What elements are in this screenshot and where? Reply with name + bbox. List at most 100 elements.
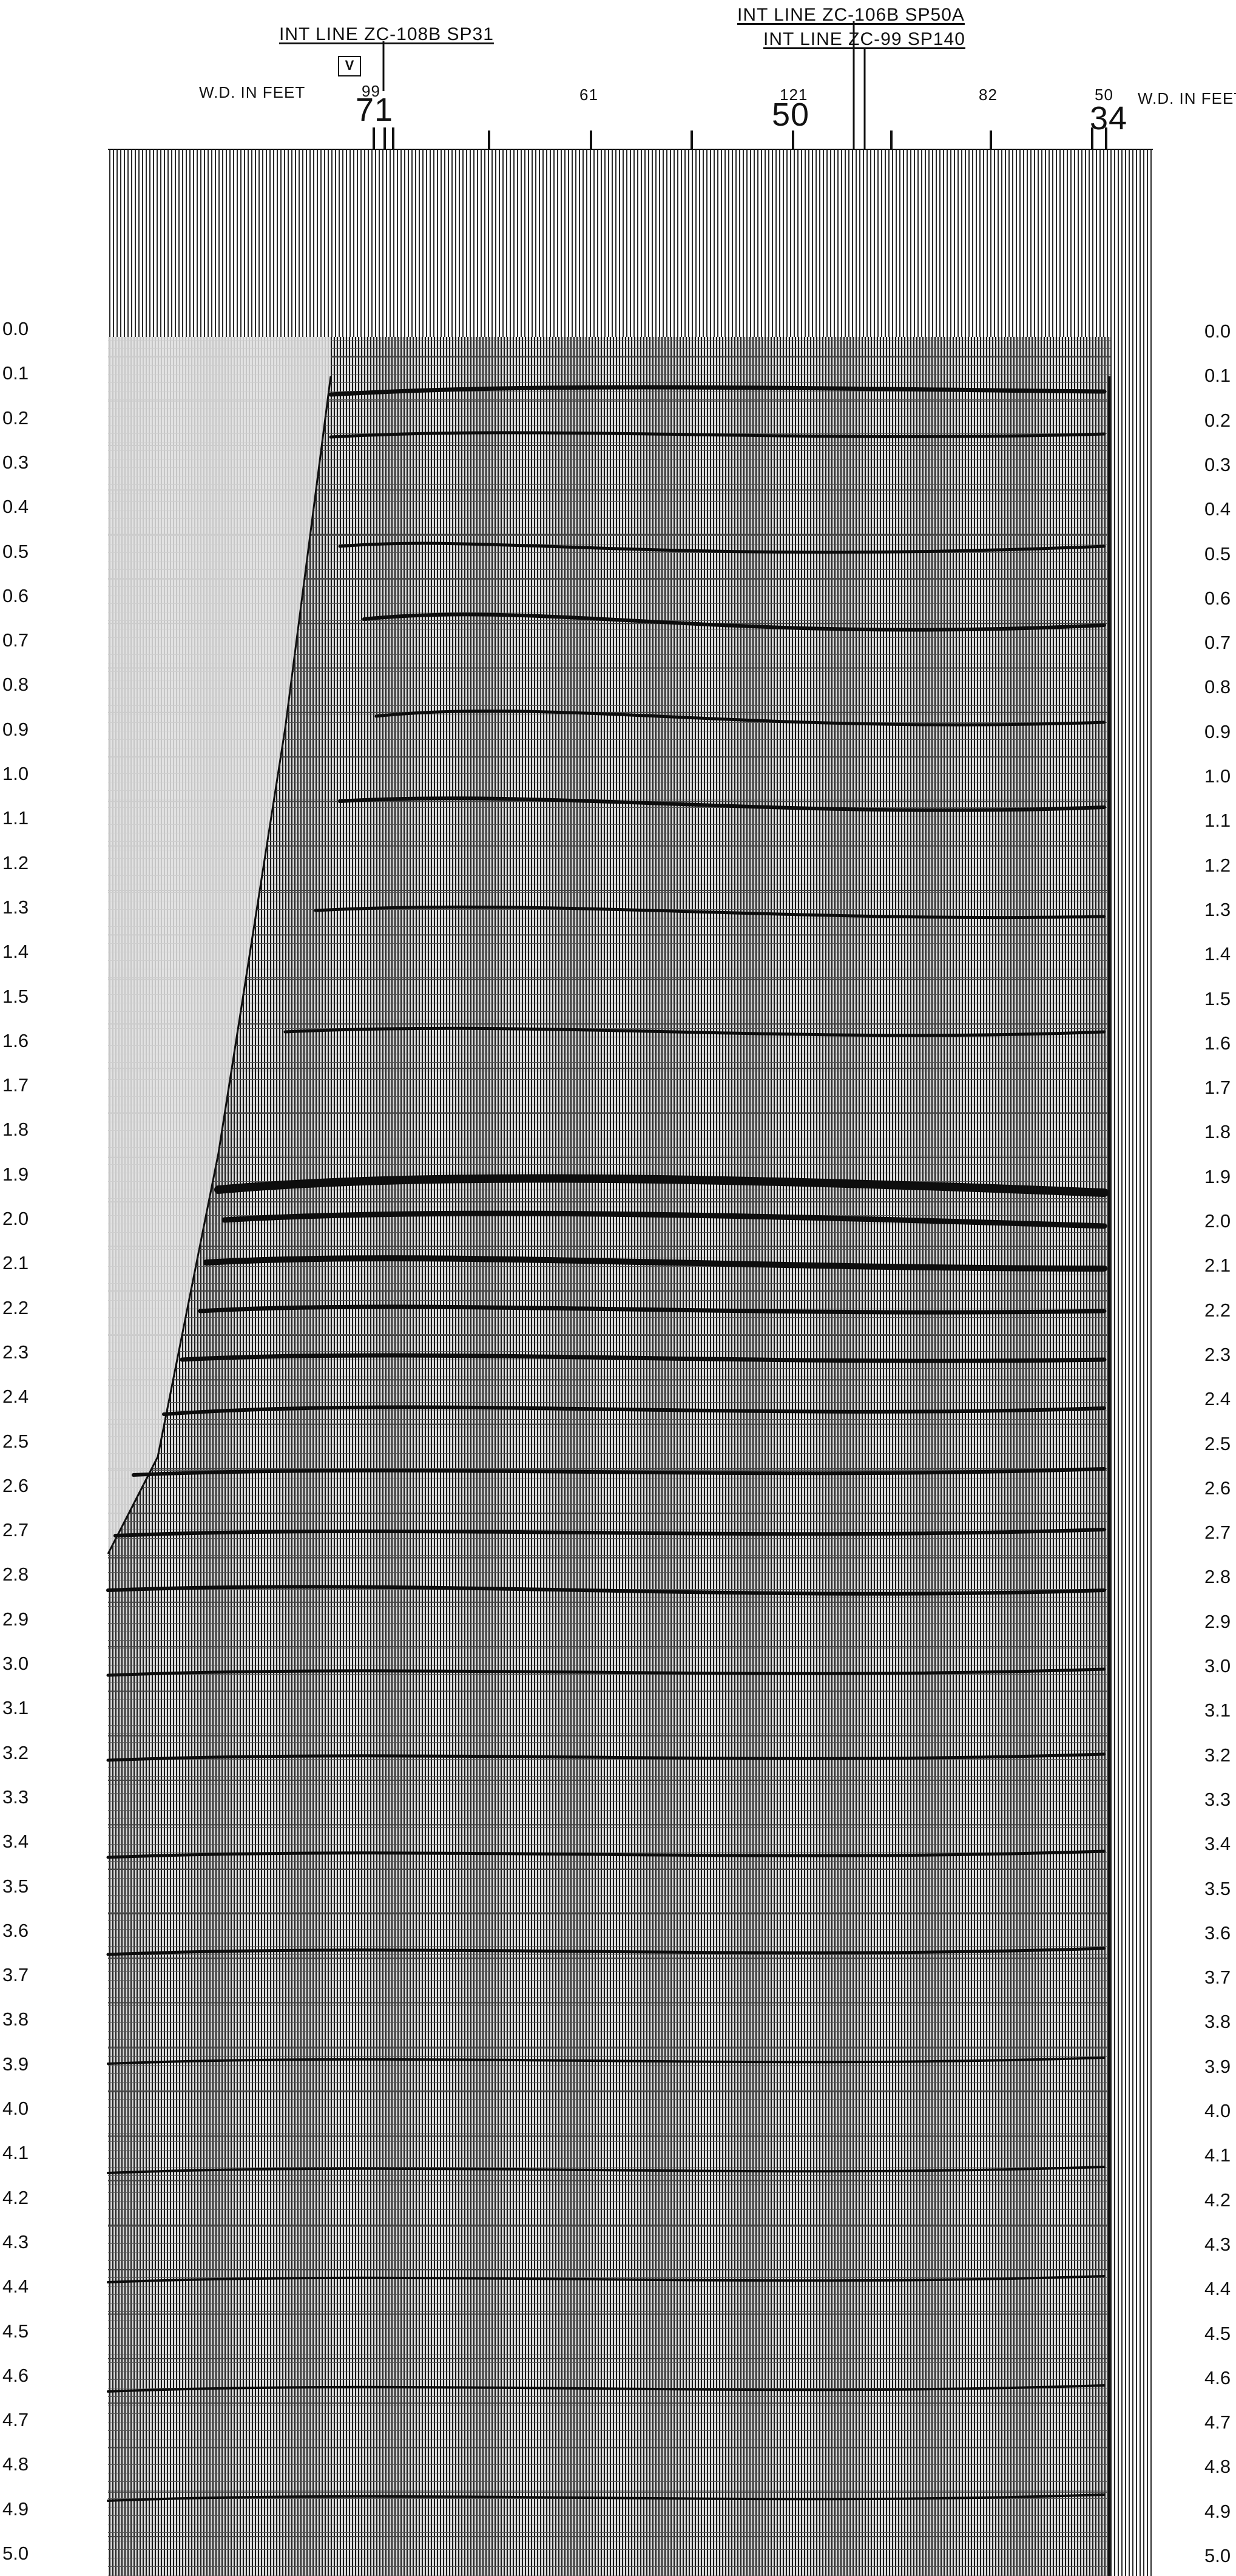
time-label-left: 4.3 <box>2 2231 29 2252</box>
time-label-right: 2.0 <box>1204 1210 1231 1232</box>
time-label-left: 4.8 <box>2 2453 29 2475</box>
shotpoint-ticks <box>373 127 1107 149</box>
trace-header-strip <box>108 149 1153 337</box>
time-label-right: 0.5 <box>1204 543 1231 564</box>
time-label-right: 3.4 <box>1204 1833 1231 1855</box>
time-label-left: 0.1 <box>2 362 29 384</box>
time-label-right: 0.8 <box>1204 676 1231 698</box>
time-label-right: 3.1 <box>1204 1700 1231 1721</box>
time-label-right: 1.1 <box>1204 810 1231 832</box>
time-label-right: 4.8 <box>1204 2456 1231 2478</box>
time-label-right: 1.2 <box>1204 854 1231 876</box>
time-label-right: 0.1 <box>1204 365 1231 387</box>
time-label-left: 1.9 <box>2 1163 29 1185</box>
time-label-right: 1.4 <box>1204 943 1231 965</box>
time-label-left: 3.6 <box>2 1919 29 1941</box>
wd-label-right: W.D. IN FEET <box>1138 89 1236 107</box>
time-label-right: 0.0 <box>1204 320 1231 342</box>
time-label-right: 4.3 <box>1204 2233 1231 2255</box>
time-label-left: 4.4 <box>2 2276 29 2297</box>
time-label-right: 1.6 <box>1204 1032 1231 1054</box>
time-label-right: 3.2 <box>1204 1744 1231 1766</box>
time-label-right: 2.3 <box>1204 1343 1231 1365</box>
time-label-right: 0.2 <box>1204 409 1231 431</box>
time-label-left: 4.6 <box>2 2364 29 2386</box>
muted-zone <box>108 337 331 1554</box>
time-label-left: 3.2 <box>2 1741 29 1763</box>
time-label-right: 3.9 <box>1204 2055 1231 2077</box>
time-label-left: 2.0 <box>2 1208 29 1229</box>
time-label-left: 3.8 <box>2 2008 29 2030</box>
time-label-left: 3.5 <box>2 1875 29 1897</box>
time-label-left: 2.3 <box>2 1341 29 1363</box>
time-label-right: 5.0 <box>1204 2545 1231 2566</box>
time-label-left: 2.8 <box>2 1564 29 1585</box>
wd-value-3: 121 <box>780 86 808 104</box>
time-label-left: 4.1 <box>2 2142 29 2164</box>
time-label-left: 1.3 <box>2 896 29 918</box>
wd-value-2: 61 <box>579 86 598 104</box>
time-label-left: 0.7 <box>2 629 29 651</box>
time-label-right: 3.5 <box>1204 1877 1231 1899</box>
time-label-right: 4.6 <box>1204 2367 1231 2388</box>
time-label-right: 4.7 <box>1204 2412 1231 2433</box>
time-label-right: 0.6 <box>1204 587 1231 609</box>
time-label-right: 2.1 <box>1204 1255 1231 1276</box>
time-label-left: 3.0 <box>2 1653 29 1674</box>
time-label-right: 3.8 <box>1204 2011 1231 2033</box>
time-label-right: 2.6 <box>1204 1477 1231 1499</box>
time-label-left: 3.7 <box>2 1964 29 1986</box>
v-box: V <box>338 56 361 76</box>
time-label-left: 4.9 <box>2 2498 29 2520</box>
time-label-left: 3.1 <box>2 1697 29 1719</box>
time-label-right: 4.9 <box>1204 2500 1231 2522</box>
time-label-left: 1.6 <box>2 1029 29 1051</box>
time-label-right: 0.3 <box>1204 453 1231 475</box>
time-label-left: 1.7 <box>2 1074 29 1096</box>
time-label-left: 0.3 <box>2 451 29 473</box>
time-label-right: 4.2 <box>1204 2189 1231 2211</box>
time-label-right: 1.9 <box>1204 1165 1231 1187</box>
time-label-left: 1.5 <box>2 985 29 1007</box>
time-label-left: 0.5 <box>2 540 29 562</box>
time-label-right: 0.9 <box>1204 720 1231 742</box>
time-label-left: 0.4 <box>2 496 29 518</box>
time-label-right: 2.8 <box>1204 1566 1231 1588</box>
wd-value-5: 50 <box>1095 86 1113 104</box>
time-label-left: 2.6 <box>2 1474 29 1496</box>
time-label-right: 4.5 <box>1204 2322 1231 2344</box>
time-label-right: 3.3 <box>1204 1788 1231 1810</box>
time-label-left: 2.9 <box>2 1608 29 1630</box>
reflectors <box>106 385 1109 2502</box>
time-label-right: 4.1 <box>1204 2144 1231 2166</box>
time-label-left: 0.9 <box>2 718 29 740</box>
time-label-right: 3.6 <box>1204 1922 1231 1944</box>
time-label-left: 1.2 <box>2 852 29 873</box>
shotpoint-34: 34 <box>1090 100 1128 137</box>
time-label-right: 1.3 <box>1204 898 1231 920</box>
time-label-left: 0.8 <box>2 674 29 696</box>
time-label-right: 2.4 <box>1204 1388 1231 1410</box>
shotpoint-71: 71 <box>356 92 394 128</box>
time-label-right: 4.4 <box>1204 2278 1231 2300</box>
time-label-left: 4.7 <box>2 2409 29 2431</box>
time-label-right: 2.9 <box>1204 1610 1231 1632</box>
time-label-left: 2.7 <box>2 1519 29 1541</box>
time-label-right: 2.7 <box>1204 1522 1231 1544</box>
time-label-left: 1.0 <box>2 763 29 784</box>
wd-value-4: 82 <box>979 86 998 104</box>
time-label-left: 0.0 <box>2 318 29 339</box>
time-label-left: 0.6 <box>2 585 29 606</box>
time-label-right: 1.7 <box>1204 1077 1231 1099</box>
time-label-left: 1.4 <box>2 941 29 963</box>
int-line-zc106b-label: INT LINE ZC-106B SP50A <box>737 5 965 25</box>
wd-value-1: 99 <box>362 82 380 100</box>
time-label-left: 4.2 <box>2 2186 29 2208</box>
time-label-right: 1.0 <box>1204 765 1231 787</box>
time-label-left: 1.1 <box>2 807 29 829</box>
int-line-zc99-label: INT LINE ZC-99 SP140 <box>763 29 965 49</box>
time-label-left: 2.1 <box>2 1252 29 1274</box>
time-label-left: 3.4 <box>2 1831 29 1852</box>
time-label-left: 2.5 <box>2 1430 29 1452</box>
